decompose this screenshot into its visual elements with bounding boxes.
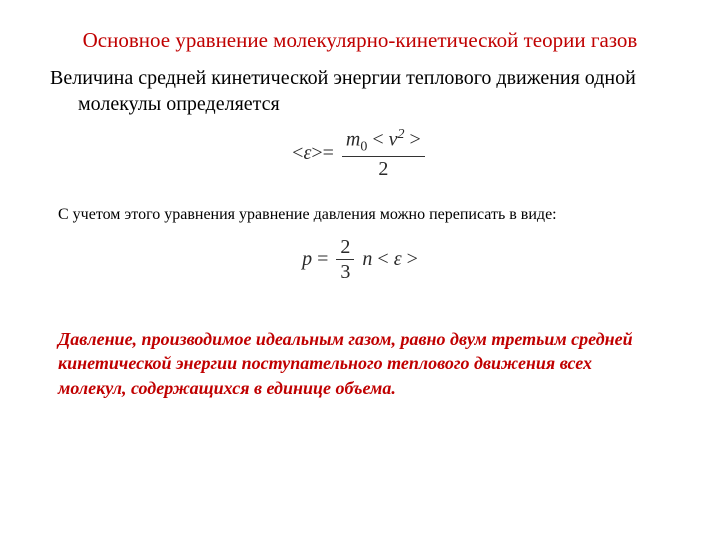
mass-symbol: m xyxy=(346,129,360,151)
formula-kinetic-energy: <ε>= m0 < v2 > 2 xyxy=(50,127,670,180)
transition-paragraph: С учетом этого уравнения уравнение давле… xyxy=(50,206,670,224)
angle-close: > xyxy=(407,248,418,270)
angle-close: > xyxy=(311,142,322,164)
denominator: 3 xyxy=(336,260,354,283)
equals-sign: = xyxy=(317,248,328,270)
velocity-symbol: v xyxy=(389,129,398,151)
velocity-sup: 2 xyxy=(398,127,405,142)
angle-open: < xyxy=(372,129,383,151)
n-symbol: n xyxy=(362,248,372,270)
angle-close: > xyxy=(410,129,421,151)
slide-title: Основное уравнение молекулярно-кинетичес… xyxy=(50,28,670,53)
equals-sign: = xyxy=(323,142,334,164)
angle-open: < xyxy=(292,142,303,164)
intro-paragraph: Величина средней кинетической энергии те… xyxy=(50,65,670,117)
numerator: 2 xyxy=(336,236,354,260)
formula-pressure: p = 2 3 n < ε > xyxy=(50,236,670,283)
denominator: 2 xyxy=(342,157,425,180)
epsilon: ε xyxy=(394,248,402,270)
pressure-symbol: p xyxy=(302,248,312,270)
fraction-two-thirds: 2 3 xyxy=(336,236,354,283)
conclusion-paragraph: Давление, производимое идеальным газом, … xyxy=(50,327,670,400)
angle-open: < xyxy=(377,248,388,270)
fraction: m0 < v2 > 2 xyxy=(342,127,425,180)
mass-subscript: 0 xyxy=(360,140,367,155)
